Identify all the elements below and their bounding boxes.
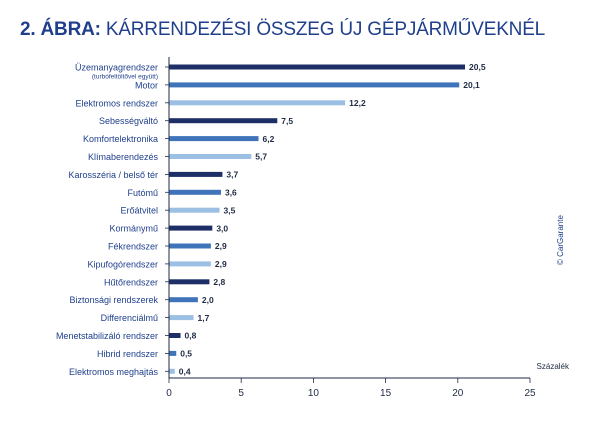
category-label: Fékrendszer bbox=[108, 242, 158, 252]
bar bbox=[169, 243, 211, 249]
bar bbox=[169, 100, 346, 106]
bar bbox=[169, 154, 252, 159]
category-label: Biztonsági rendszerek bbox=[69, 295, 158, 305]
bar bbox=[169, 333, 181, 338]
source-credit: © CarGarante bbox=[556, 215, 565, 265]
category-label: Karosszéria / belső tér bbox=[68, 170, 158, 180]
value-label: 7,5 bbox=[281, 116, 293, 126]
bar bbox=[169, 136, 259, 142]
bar bbox=[169, 118, 278, 124]
value-label: 3,6 bbox=[225, 188, 237, 198]
bar bbox=[169, 207, 220, 213]
bar bbox=[169, 171, 223, 177]
value-label: 0,4 bbox=[179, 367, 191, 377]
bar bbox=[169, 261, 211, 267]
value-label: 3,5 bbox=[224, 205, 236, 215]
category-label: Differenciálmű bbox=[101, 313, 158, 323]
x-tick-label: 25 bbox=[524, 388, 536, 399]
bar bbox=[169, 368, 175, 374]
value-label: 20,5 bbox=[469, 62, 486, 72]
bar bbox=[169, 297, 198, 303]
bar bbox=[169, 279, 210, 285]
x-tick-label: 5 bbox=[238, 388, 244, 399]
category-label: Komfortelektronika bbox=[83, 134, 158, 144]
category-label: Erőátvitel bbox=[120, 206, 158, 216]
bar bbox=[169, 189, 221, 195]
category-label: Üzemanyagrendszer bbox=[75, 63, 158, 73]
x-tick-label: 20 bbox=[452, 388, 464, 399]
bar bbox=[169, 82, 460, 88]
category-label: Kormánymű bbox=[109, 224, 158, 234]
chart-title-number: 2. ÁBRA: bbox=[20, 19, 101, 40]
bar bbox=[169, 64, 466, 70]
x-tick-label: 15 bbox=[380, 388, 392, 399]
value-label: 3,7 bbox=[226, 170, 238, 180]
chart-title: 2. ÁBRA: KÁRRENDEZÉSI ÖSSZEG ÚJ GÉPJÁRMŰ… bbox=[20, 19, 545, 41]
x-tick-label: 10 bbox=[308, 388, 320, 399]
value-label: 3,0 bbox=[216, 223, 228, 233]
category-label: Sebességváltó bbox=[99, 116, 158, 126]
value-label: 2,8 bbox=[213, 277, 225, 287]
value-label: 20,1 bbox=[463, 80, 480, 90]
bar bbox=[169, 225, 213, 231]
value-label: 0,5 bbox=[180, 349, 192, 359]
value-label: 2,0 bbox=[202, 295, 214, 305]
bar bbox=[169, 315, 194, 321]
category-label: Motor bbox=[135, 80, 158, 90]
value-label: 12,2 bbox=[349, 98, 366, 108]
category-label: Menetstabilizáló rendszer bbox=[56, 331, 158, 341]
category-label: Elektromos rendszer bbox=[75, 98, 158, 108]
category-note: (turbófeltöltővel együtt) bbox=[92, 74, 158, 81]
value-label: 2,9 bbox=[215, 259, 227, 269]
category-label: Hűtőrendszer bbox=[104, 277, 158, 287]
value-label: 6,2 bbox=[263, 134, 275, 144]
value-label: 2,9 bbox=[215, 241, 227, 251]
chart-title-text: KÁRRENDEZÉSI ÖSSZEG ÚJ GÉPJÁRMŰVEKNÉL bbox=[105, 19, 546, 40]
category-label: Kipufogórendszer bbox=[87, 259, 158, 269]
category-label: Klímaberendezés bbox=[88, 152, 159, 162]
category-label: Hibrid rendszer bbox=[97, 349, 158, 359]
x-tick-label: 0 bbox=[166, 388, 172, 399]
category-label: Futómű bbox=[127, 188, 158, 198]
value-label: 5,7 bbox=[255, 152, 267, 162]
x-axis-label: Százalék bbox=[537, 362, 570, 371]
bar bbox=[169, 350, 177, 356]
value-label: 1,7 bbox=[198, 313, 210, 323]
value-label: 0,8 bbox=[185, 331, 197, 341]
category-label: Elektromos meghajtás bbox=[69, 367, 159, 377]
